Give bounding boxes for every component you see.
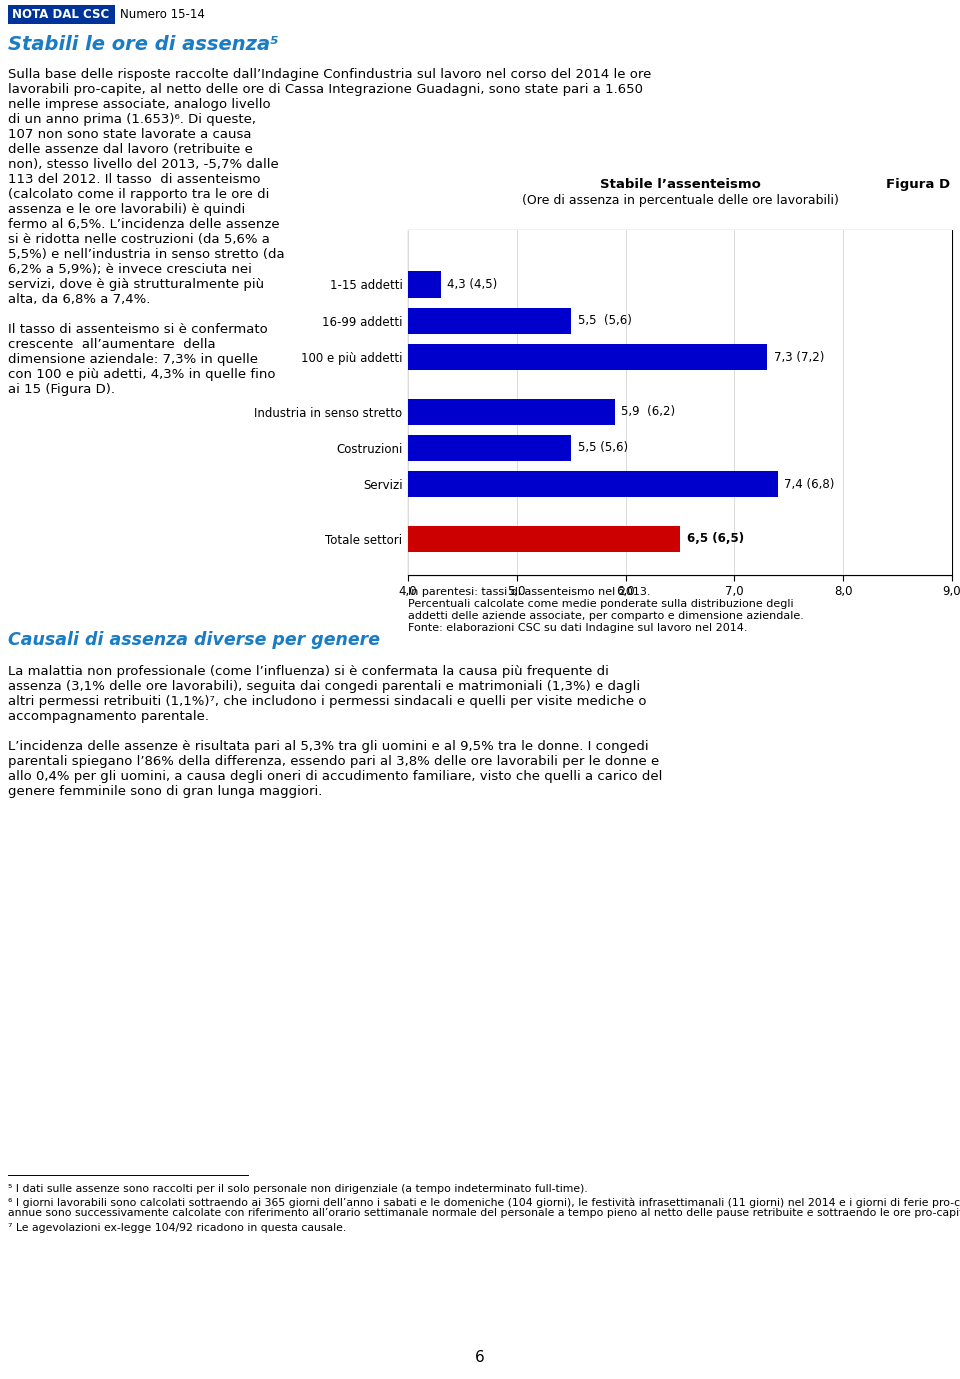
Bar [408,525,680,552]
Text: 7,4 (6,8): 7,4 (6,8) [784,477,835,491]
Text: Stabili le ore di assenza⁵: Stabili le ore di assenza⁵ [8,34,278,54]
Text: altri permessi retribuiti (1,1%)⁷, che includono i permessi sindacali e quelli p: altri permessi retribuiti (1,1%)⁷, che i… [8,695,646,707]
Text: (calcolato come il rapporto tra le ore di: (calcolato come il rapporto tra le ore d… [8,188,270,201]
Text: lavorabili pro-capite, al netto delle ore di Cassa Integrazione Guadagni, sono s: lavorabili pro-capite, al netto delle or… [8,83,643,97]
Text: delle assenze dal lavoro (retribuite e: delle assenze dal lavoro (retribuite e [8,143,252,156]
Text: si è ridotta nelle costruzioni (da 5,6% a: si è ridotta nelle costruzioni (da 5,6% … [8,233,270,245]
Text: Stabile l’assenteismo: Stabile l’assenteismo [600,178,760,192]
Text: ai 15 (Figura D).: ai 15 (Figura D). [8,383,115,396]
Text: genere femminile sono di gran lunga maggiori.: genere femminile sono di gran lunga magg… [8,785,323,798]
Text: assenza e le ore lavorabili) è quindi: assenza e le ore lavorabili) è quindi [8,203,245,217]
Text: 5,9  (6,2): 5,9 (6,2) [621,405,676,418]
Text: annue sono successivamente calcolate con riferimento all’orario settimanale norm: annue sono successivamente calcolate con… [8,1208,960,1218]
Text: Causali di assenza diverse per genere: Causali di assenza diverse per genere [8,632,380,650]
Bar [408,343,767,370]
Text: ⁷ Le agevolazioni ex-legge 104/92 ricadono in questa causale.: ⁷ Le agevolazioni ex-legge 104/92 ricado… [8,1223,347,1233]
Text: (Ore di assenza in percentuale delle ore lavorabili): (Ore di assenza in percentuale delle ore… [521,194,838,207]
Text: ⁵ I dati sulle assenze sono raccolti per il solo personale non dirigenziale (a t: ⁵ I dati sulle assenze sono raccolti per… [8,1185,588,1194]
Text: 7,3 (7,2): 7,3 (7,2) [774,350,824,364]
Text: La malattia non professionale (come l’influenza) si è confermata la causa più fr: La malattia non professionale (come l’in… [8,665,609,678]
Text: 4,3 (4,5): 4,3 (4,5) [447,279,497,291]
Text: Percentuali calcolate come medie ponderate sulla distribuzione degli: Percentuali calcolate come medie pondera… [408,598,794,610]
Bar [408,434,571,461]
Text: non), stesso livello del 2013, -5,7% dalle: non), stesso livello del 2013, -5,7% dal… [8,159,278,171]
Text: 6,5 (6,5): 6,5 (6,5) [686,532,744,545]
Text: allo 0,4% per gli uomini, a causa degli oneri di accudimento familiare, visto ch: allo 0,4% per gli uomini, a causa degli … [8,769,662,783]
Text: NOTA DAL CSC: NOTA DAL CSC [12,8,109,22]
Text: Fonte: elaborazioni CSC su dati Indagine sul lavoro nel 2014.: Fonte: elaborazioni CSC su dati Indagine… [408,623,748,633]
Text: 107 non sono state lavorate a causa: 107 non sono state lavorate a causa [8,128,252,141]
Text: ⁶ I giorni lavorabili sono calcolati sottraendo ai 365 giorni dell’anno i sabati: ⁶ I giorni lavorabili sono calcolati sot… [8,1197,960,1208]
Text: Sulla base delle risposte raccolte dall’Indagine Confindustria sul lavoro nel co: Sulla base delle risposte raccolte dall’… [8,68,652,81]
Text: nelle imprese associate, analogo livello: nelle imprese associate, analogo livello [8,98,271,110]
Text: fermo al 6,5%. L’incidenza delle assenze: fermo al 6,5%. L’incidenza delle assenze [8,218,279,232]
Text: 5,5  (5,6): 5,5 (5,6) [578,314,632,327]
Text: con 100 e più adetti, 4,3% in quelle fino: con 100 e più adetti, 4,3% in quelle fin… [8,368,276,381]
Text: servizi, dove è già strutturalmente più: servizi, dove è già strutturalmente più [8,279,264,291]
Text: accompagnamento parentale.: accompagnamento parentale. [8,710,209,723]
Text: assenza (3,1% delle ore lavorabili), seguita dai congedi parentali e matrimonial: assenza (3,1% delle ore lavorabili), seg… [8,680,640,694]
Bar [408,272,441,298]
Text: crescente  all’aumentare  della: crescente all’aumentare della [8,338,216,352]
Text: Il tasso di assenteismo si è confermato: Il tasso di assenteismo si è confermato [8,323,268,336]
Text: Numero 15-14: Numero 15-14 [120,8,204,22]
Text: di un anno prima (1.653)⁶. Di queste,: di un anno prima (1.653)⁶. Di queste, [8,113,256,125]
Bar [408,472,778,498]
Text: alta, da 6,8% a 7,4%.: alta, da 6,8% a 7,4%. [8,292,151,306]
Text: In parentesi: tassi di assenteismo nel 2013.: In parentesi: tassi di assenteismo nel 2… [408,587,651,597]
Text: Figura D: Figura D [886,178,950,192]
Text: 6: 6 [475,1350,485,1365]
Bar [408,308,571,334]
Text: 6,2% a 5,9%); è invece cresciuta nei: 6,2% a 5,9%); è invece cresciuta nei [8,263,252,276]
Text: 5,5%) e nell’industria in senso stretto (da: 5,5%) e nell’industria in senso stretto … [8,248,284,261]
Text: addetti delle aziende associate, per comparto e dimensione aziendale.: addetti delle aziende associate, per com… [408,611,804,621]
Text: L’incidenza delle assenze è risultata pari al 5,3% tra gli uomini e al 9,5% tra : L’incidenza delle assenze è risultata pa… [8,741,649,753]
FancyBboxPatch shape [8,6,115,23]
Text: dimensione aziendale: 7,3% in quelle: dimensione aziendale: 7,3% in quelle [8,353,258,365]
Text: 113 del 2012. Il tasso  di assenteismo: 113 del 2012. Il tasso di assenteismo [8,172,260,186]
Text: parentali spiegano l’86% della differenza, essendo pari al 3,8% delle ore lavora: parentali spiegano l’86% della differenz… [8,754,660,768]
Text: 5,5 (5,6): 5,5 (5,6) [578,441,628,455]
Bar [408,399,614,425]
